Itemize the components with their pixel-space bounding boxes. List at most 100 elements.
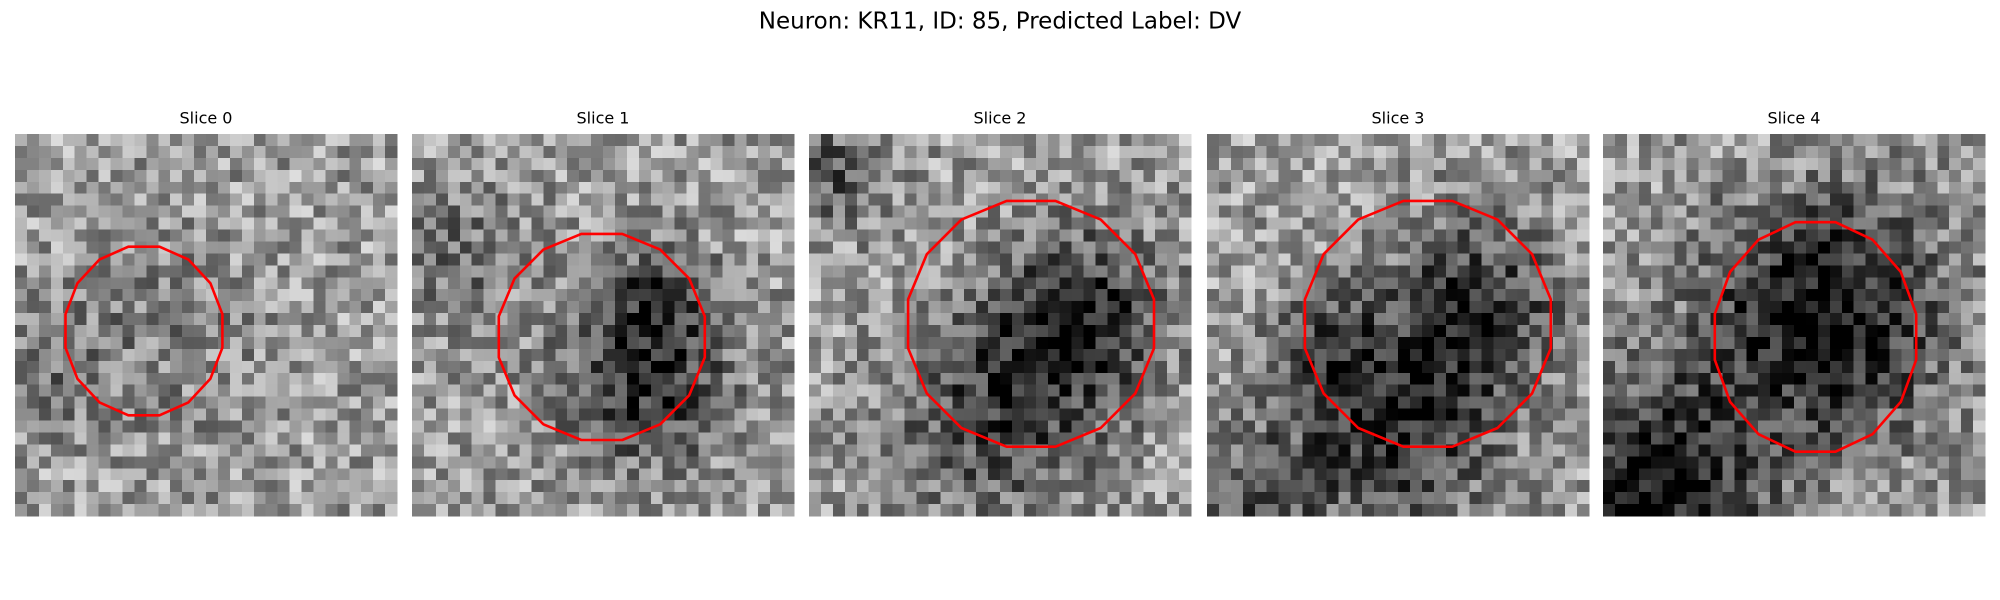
pixel: [134, 289, 147, 302]
pixel: [1650, 360, 1664, 374]
pixel: [519, 217, 532, 231]
pixel: [782, 336, 795, 350]
pixel: [447, 408, 461, 422]
pixel: [1386, 241, 1399, 254]
pixel: [1207, 229, 1220, 243]
pixel: [385, 504, 398, 517]
pixel: [483, 336, 497, 350]
pixel: [1746, 193, 1759, 207]
pixel: [698, 134, 712, 147]
pixel: [1035, 253, 1049, 266]
pixel: [1698, 396, 1712, 410]
pixel: [1386, 253, 1399, 266]
pixel: [110, 468, 124, 481]
pixel: [820, 169, 834, 183]
pixel: [1107, 217, 1120, 231]
pixel: [38, 205, 52, 219]
pixel: [1614, 145, 1628, 159]
pixel: [495, 384, 509, 398]
pixel: [746, 384, 759, 398]
pixel: [686, 253, 700, 266]
pixel: [892, 432, 906, 445]
pixel: [1517, 360, 1530, 374]
pixel: [1071, 313, 1085, 326]
pixel: [385, 145, 398, 159]
pixel: [1794, 289, 1807, 302]
pixel: [1011, 289, 1025, 302]
pixel: [543, 157, 556, 171]
pixel: [662, 313, 676, 326]
pixel: [1035, 408, 1049, 422]
pixel: [916, 145, 929, 159]
pixel: [1829, 265, 1843, 278]
pixel: [1143, 468, 1156, 481]
pixel: [1457, 277, 1471, 290]
pixel: [277, 193, 291, 207]
pixel: [1877, 157, 1891, 171]
pixel: [158, 277, 171, 290]
pixel: [746, 492, 759, 505]
pixel: [217, 360, 231, 374]
pixel: [471, 384, 485, 398]
pixel: [1167, 289, 1180, 302]
pixel: [217, 253, 231, 266]
pixel: [710, 301, 723, 314]
pixel: [1638, 277, 1652, 290]
pixel: [1266, 372, 1280, 386]
pixel: [1746, 229, 1759, 243]
pixel: [1505, 325, 1518, 338]
pixel: [1770, 265, 1783, 278]
pixel: [1949, 205, 1962, 219]
pixel: [337, 492, 350, 505]
pixel: [1457, 348, 1471, 362]
pixel: [15, 169, 28, 183]
pixel: [1131, 289, 1144, 302]
pixel: [1829, 289, 1843, 302]
pixel: [1457, 468, 1471, 481]
pixel: [277, 253, 291, 266]
pixel: [361, 408, 374, 422]
pixel: [1841, 313, 1855, 326]
pixel: [650, 229, 664, 243]
pixel: [74, 217, 88, 231]
pixel: [229, 432, 243, 445]
pixel: [1035, 169, 1049, 183]
pixel: [1119, 265, 1132, 278]
pixel: [940, 444, 953, 457]
pixel: [86, 468, 100, 481]
contour: [497, 232, 707, 442]
pixel: [782, 289, 795, 302]
pixel: [638, 456, 652, 469]
pixel: [289, 420, 303, 434]
pixel: [1973, 289, 1986, 302]
pixel: [507, 325, 521, 338]
pixel: [217, 289, 231, 302]
pixel: [337, 277, 350, 290]
pixel: [1083, 241, 1097, 254]
pixel: [1119, 492, 1132, 505]
pixel: [206, 336, 219, 350]
pixel: [519, 169, 532, 183]
pixel: [1254, 336, 1268, 350]
pixel: [1230, 372, 1244, 386]
pixel: [1481, 289, 1495, 302]
pixel: [1553, 468, 1566, 481]
pixel: [1746, 301, 1759, 314]
pixel: [1698, 265, 1712, 278]
pixel: [134, 301, 147, 314]
pixel: [50, 134, 64, 147]
pixel: [1047, 480, 1061, 493]
pixel: [1686, 277, 1700, 290]
pixel: [1805, 301, 1819, 314]
pixel: [758, 193, 771, 207]
pixel: [1853, 348, 1867, 362]
pixel: [1746, 360, 1759, 374]
pixel: [134, 504, 147, 517]
pixel: [301, 241, 315, 254]
pixel: [349, 134, 362, 147]
pixel: [170, 289, 183, 302]
pixel: [1278, 205, 1292, 219]
pixel: [1817, 265, 1831, 278]
pixel: [1445, 408, 1459, 422]
pixel: [1218, 253, 1232, 266]
